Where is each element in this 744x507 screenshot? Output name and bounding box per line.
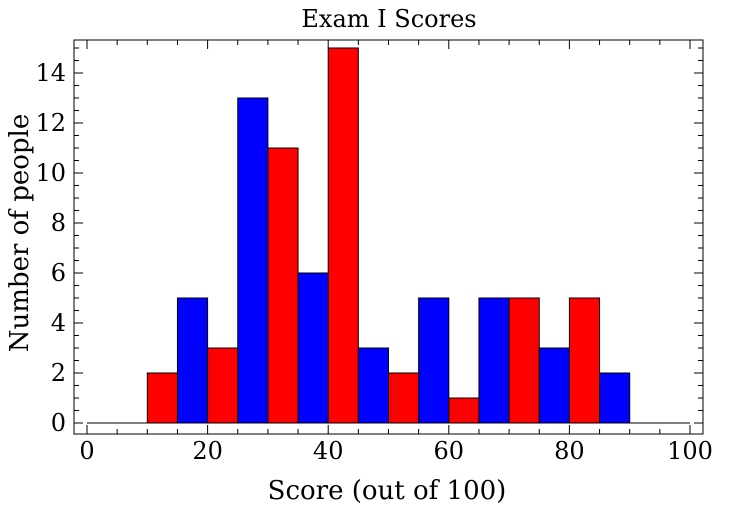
bar-14	[568, 297, 601, 424]
bar-9	[418, 297, 450, 424]
x-tick-label-60: 60	[434, 437, 465, 465]
chart-title: Exam I Scores	[301, 5, 476, 33]
bar-7	[357, 347, 390, 424]
y-tick-label-8: 8	[51, 209, 66, 237]
y-tick-label-6: 6	[51, 259, 66, 287]
x-tick-label-20: 20	[192, 437, 223, 465]
bar-13	[538, 347, 570, 424]
bar-2	[207, 347, 239, 424]
bar-10	[448, 397, 480, 424]
bar-15	[599, 372, 631, 424]
bar-5	[297, 272, 329, 424]
bar-12	[508, 297, 540, 424]
y-tick-label-4: 4	[51, 309, 66, 337]
bar-4	[267, 147, 299, 424]
y-tick-label-12: 12	[35, 109, 66, 137]
y-tick-label-14: 14	[35, 59, 66, 87]
x-tick-label-80: 80	[554, 437, 585, 465]
y-axis-label: Number of people	[5, 114, 35, 352]
bar-0	[146, 372, 178, 424]
y-tick-label-2: 2	[51, 359, 66, 387]
bar-3	[237, 97, 269, 424]
bar-8	[388, 372, 420, 424]
bar-11	[478, 297, 510, 424]
x-tick-label-0: 0	[79, 437, 94, 465]
y-tick-label-0: 0	[51, 409, 66, 437]
x-tick-label-100: 100	[667, 437, 713, 465]
x-tick-label-40: 40	[313, 437, 344, 465]
x-axis-label: Score (out of 100)	[268, 476, 507, 506]
bar-6	[327, 47, 359, 424]
bar-1	[176, 297, 209, 424]
y-tick-label-10: 10	[35, 159, 66, 187]
